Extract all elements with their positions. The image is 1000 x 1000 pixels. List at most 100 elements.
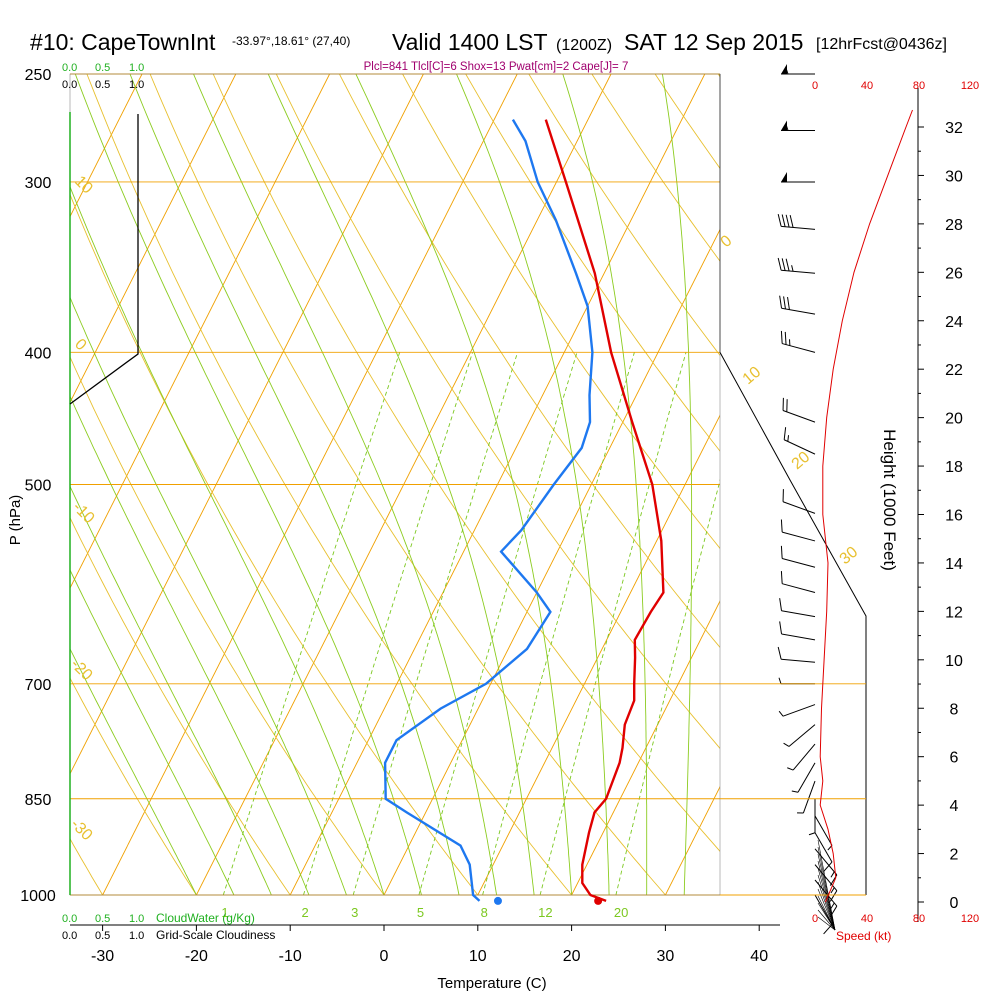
dry-adiabat-line bbox=[402, 74, 720, 550]
wind-barb bbox=[781, 64, 815, 75]
barb-half-flag bbox=[830, 902, 835, 909]
plot-area bbox=[70, 74, 1000, 895]
barb-staff bbox=[814, 815, 833, 846]
barb-half-flag bbox=[830, 871, 835, 878]
barb-flag bbox=[785, 214, 790, 228]
moist-adiabat-line bbox=[129, 74, 460, 895]
dry-adiabat-line bbox=[70, 677, 197, 895]
wind-barb bbox=[780, 571, 816, 593]
mixing-ratio-line bbox=[418, 352, 578, 895]
height-tick-label: 28 bbox=[945, 217, 963, 234]
speed-tick-label: 80 bbox=[913, 913, 925, 925]
barb-flag bbox=[780, 571, 783, 584]
isotherm-line bbox=[947, 74, 1000, 895]
x-tick-label: 10 bbox=[469, 948, 487, 965]
dewpoint-line bbox=[383, 118, 594, 902]
height-tick-label: 0 bbox=[950, 895, 959, 912]
wind-barb bbox=[780, 519, 816, 542]
moist-adiabat-line bbox=[70, 296, 347, 895]
height-tick-label: 18 bbox=[945, 459, 963, 476]
dry-adiabat-label: 10 bbox=[740, 364, 765, 389]
barb-flag bbox=[779, 295, 783, 309]
height-tick-label: 2 bbox=[950, 847, 959, 864]
x-tick-label: -20 bbox=[185, 948, 208, 965]
barb-pennant bbox=[781, 64, 787, 74]
isotherm-line bbox=[853, 74, 1000, 895]
cloudwater-tick: 0.0 bbox=[62, 913, 77, 925]
pressure-tick-label: 850 bbox=[25, 792, 52, 809]
pressure-tick-label: 400 bbox=[25, 345, 52, 362]
mixing-ratio-label: 1 bbox=[221, 905, 228, 920]
wind-barb bbox=[791, 762, 816, 793]
height-tick-label: 14 bbox=[945, 556, 963, 573]
barb-flag bbox=[787, 297, 790, 310]
barb-half-flag bbox=[783, 742, 790, 747]
barb-half-flag bbox=[808, 832, 816, 836]
barb-staff bbox=[782, 501, 816, 514]
wind-barb bbox=[781, 120, 815, 131]
mixing-ratio-label: 3 bbox=[351, 905, 358, 920]
dry-adiabat-line bbox=[971, 74, 1000, 895]
moist-adiabat-line bbox=[70, 647, 197, 895]
wind-speed-line bbox=[819, 109, 913, 903]
dry-adiabat-label: 0 bbox=[718, 232, 736, 251]
cloudiness-tick: 0.5 bbox=[95, 79, 110, 91]
barb-staff bbox=[781, 307, 816, 315]
x-tick-label: -10 bbox=[279, 948, 302, 965]
pressure-tick-label: 300 bbox=[25, 175, 52, 192]
dry-adiabat-label: -30 bbox=[67, 816, 95, 844]
height-tick-label: 10 bbox=[945, 653, 963, 670]
height-tick-label: 6 bbox=[950, 750, 959, 767]
dry-adiabat-line bbox=[339, 74, 720, 649]
wind-barb bbox=[778, 677, 815, 685]
moist-adiabat-line bbox=[456, 74, 610, 895]
barb-half-flag bbox=[785, 67, 789, 75]
surface-barb-fan bbox=[817, 860, 836, 931]
x-tick-label: -30 bbox=[91, 948, 114, 965]
barb-flag bbox=[783, 296, 786, 309]
mixing-ratio-label: 20 bbox=[614, 905, 628, 920]
mixing-ratio-label: 12 bbox=[538, 905, 552, 920]
barb-staff bbox=[814, 848, 838, 876]
dry-adiabat-line bbox=[717, 74, 720, 78]
wind-barb bbox=[783, 427, 816, 455]
barb-flag bbox=[823, 924, 833, 935]
wind-barb bbox=[777, 213, 816, 230]
wind-barb bbox=[779, 295, 816, 315]
wind-barb bbox=[777, 257, 816, 274]
barb-flag bbox=[823, 861, 833, 872]
height-axis-label: Height (1000 Feet) bbox=[880, 429, 899, 571]
moist-adiabat-line bbox=[70, 395, 310, 895]
wind-barb bbox=[779, 621, 816, 641]
mixing-ratio-label: 8 bbox=[481, 905, 488, 920]
right-panel: 0246810121416182022242628303200404080801… bbox=[719, 74, 979, 925]
mixing-ratio-label: 5 bbox=[417, 905, 424, 920]
barb-staff bbox=[783, 439, 816, 455]
y-axis-label: P (hPa) bbox=[7, 495, 24, 546]
dry-adiabat-label: 20 bbox=[789, 449, 814, 474]
dry-adiabat-line bbox=[86, 74, 572, 895]
dry-adiabat-line bbox=[908, 74, 1000, 895]
cloudwater-tick: 0.5 bbox=[95, 913, 110, 925]
wind-barb bbox=[782, 489, 816, 514]
surface-barb-fan bbox=[817, 881, 836, 931]
height-tick-label: 8 bbox=[950, 701, 959, 718]
moist-adiabat-line bbox=[70, 185, 385, 895]
wind-barb bbox=[780, 330, 816, 353]
barb-half-flag bbox=[797, 812, 804, 814]
x-tick-label: 20 bbox=[563, 948, 581, 965]
barb-half-flag bbox=[787, 435, 790, 442]
speed-tick-label: 40 bbox=[861, 80, 873, 92]
barb-flag bbox=[777, 257, 782, 271]
isotherm-line bbox=[70, 74, 143, 218]
height-tick-label: 20 bbox=[945, 411, 963, 428]
barb-flag bbox=[782, 489, 784, 502]
barb-flag bbox=[779, 598, 783, 611]
speed-tick-label: 0 bbox=[812, 913, 818, 925]
barb-flag bbox=[777, 213, 782, 227]
barb-staff bbox=[781, 610, 816, 618]
moist-adiabat-line bbox=[74, 74, 422, 895]
cloudiness-tick: 1.0 bbox=[129, 930, 144, 942]
barb-half-flag bbox=[787, 767, 794, 771]
barb-staff bbox=[797, 762, 816, 793]
